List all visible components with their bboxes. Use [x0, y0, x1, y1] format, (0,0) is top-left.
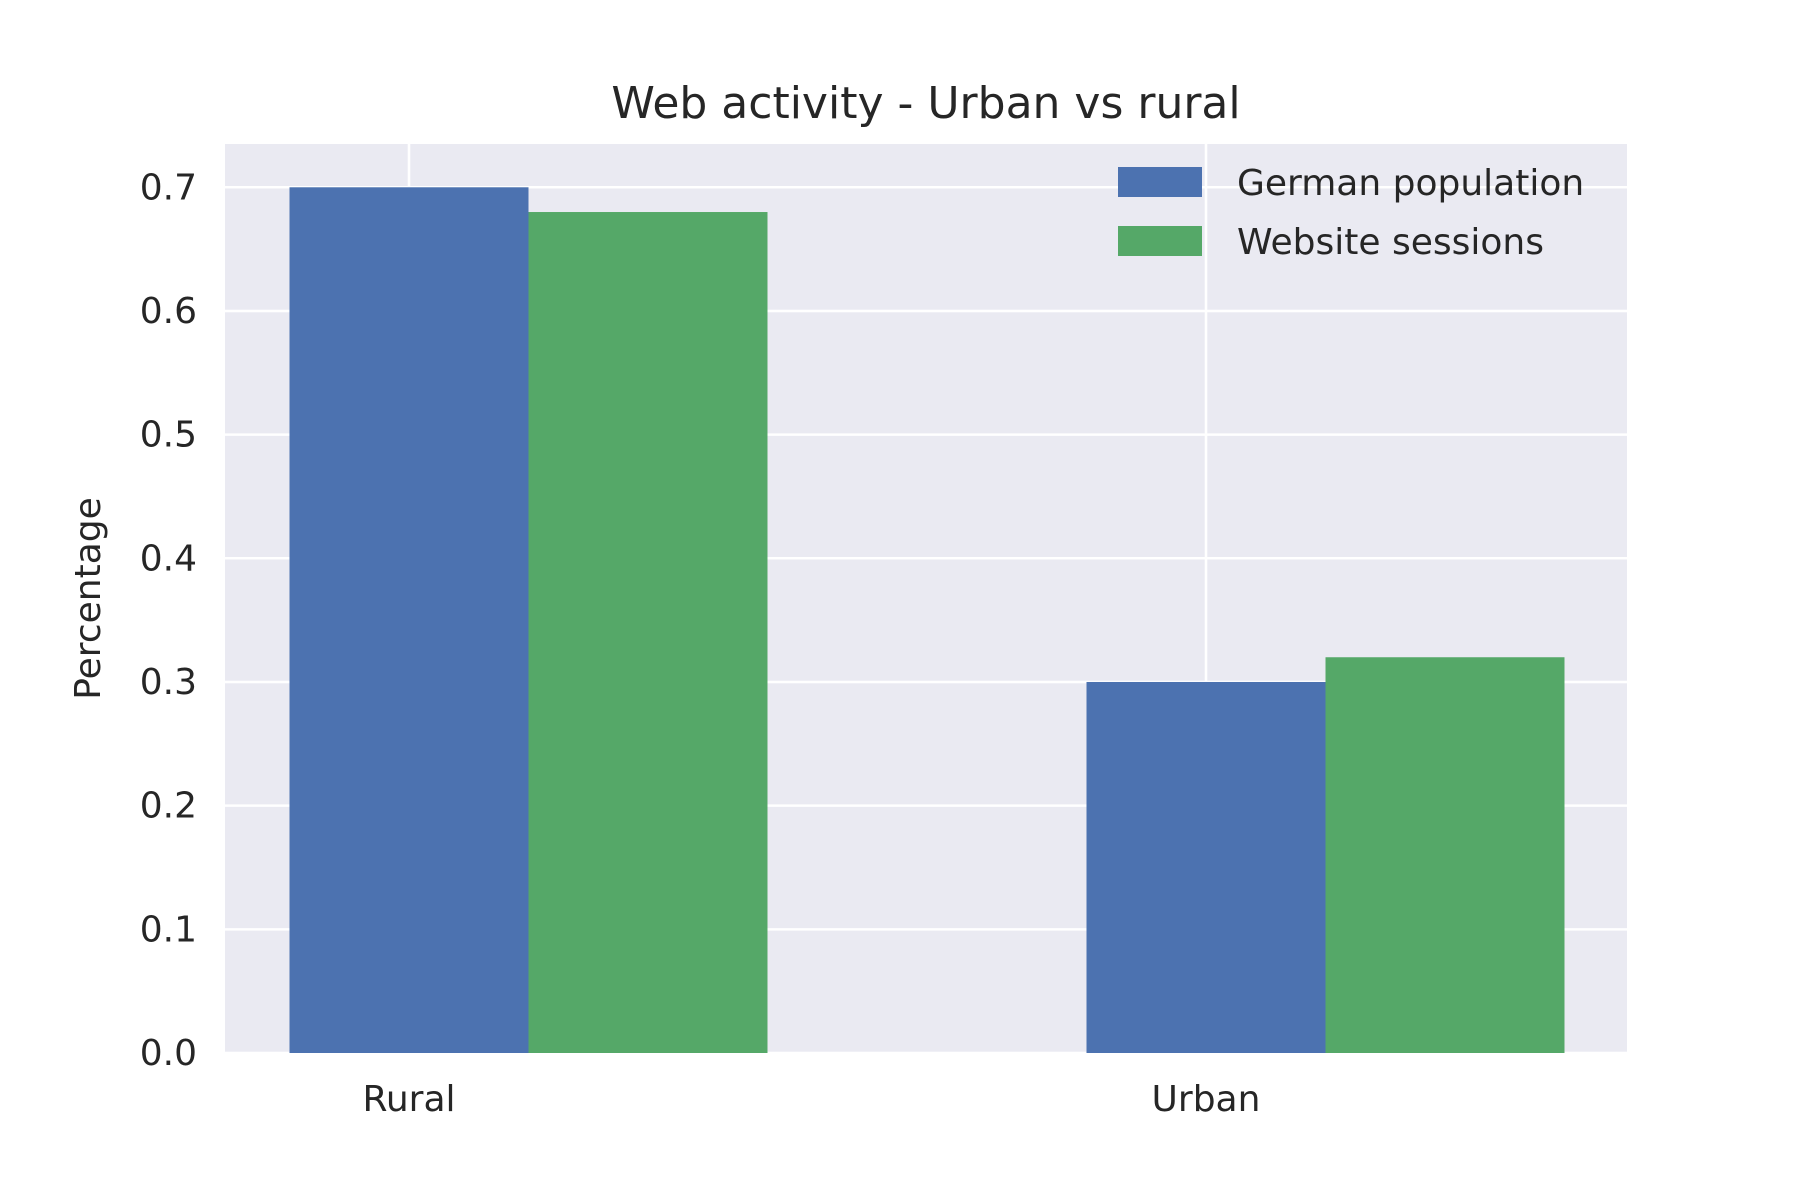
y-tick-label: 0.0: [140, 1033, 197, 1074]
chart-title: Web activity - Urban vs rural: [611, 78, 1240, 129]
bar-german-population-urban: [1086, 681, 1326, 1053]
legend: German population Website sessions: [1118, 163, 1584, 263]
x-tick-label: Urban: [1152, 1079, 1261, 1120]
y-axis-ticks: 0.0 0.1 0.2 0.3 0.4 0.5 0.6 0.7: [140, 167, 197, 1074]
y-tick-label: 0.7: [140, 167, 197, 208]
y-tick-label: 0.3: [140, 662, 197, 703]
x-axis-ticks: Rural Urban: [362, 1079, 1260, 1120]
bar-website-sessions-rural: [528, 212, 768, 1054]
legend-swatch: [1118, 167, 1202, 197]
bar-website-sessions-urban: [1325, 657, 1565, 1053]
legend-label: German population: [1237, 163, 1584, 204]
legend-swatch: [1118, 226, 1202, 256]
y-tick-label: 0.2: [140, 786, 197, 827]
y-axis-label: Percentage: [68, 497, 109, 700]
legend-label: Website sessions: [1237, 222, 1544, 263]
x-tick-label: Rural: [362, 1079, 455, 1120]
y-tick-label: 0.5: [140, 415, 197, 456]
y-tick-label: 0.6: [140, 291, 197, 332]
bars: [289, 187, 1565, 1054]
y-tick-label: 0.1: [140, 909, 197, 950]
y-tick-label: 0.4: [140, 538, 197, 579]
bar-german-population-rural: [289, 187, 529, 1054]
